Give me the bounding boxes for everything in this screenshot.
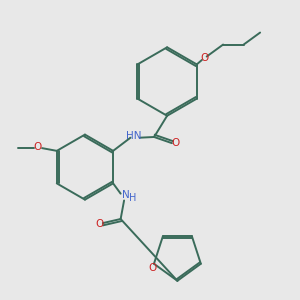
Text: H: H (129, 194, 136, 203)
Text: O: O (200, 53, 208, 63)
Text: O: O (95, 219, 104, 229)
Text: N: N (122, 190, 130, 200)
Text: HN: HN (126, 131, 141, 141)
Text: O: O (33, 142, 41, 152)
Text: O: O (148, 263, 156, 273)
Text: O: O (171, 138, 179, 148)
